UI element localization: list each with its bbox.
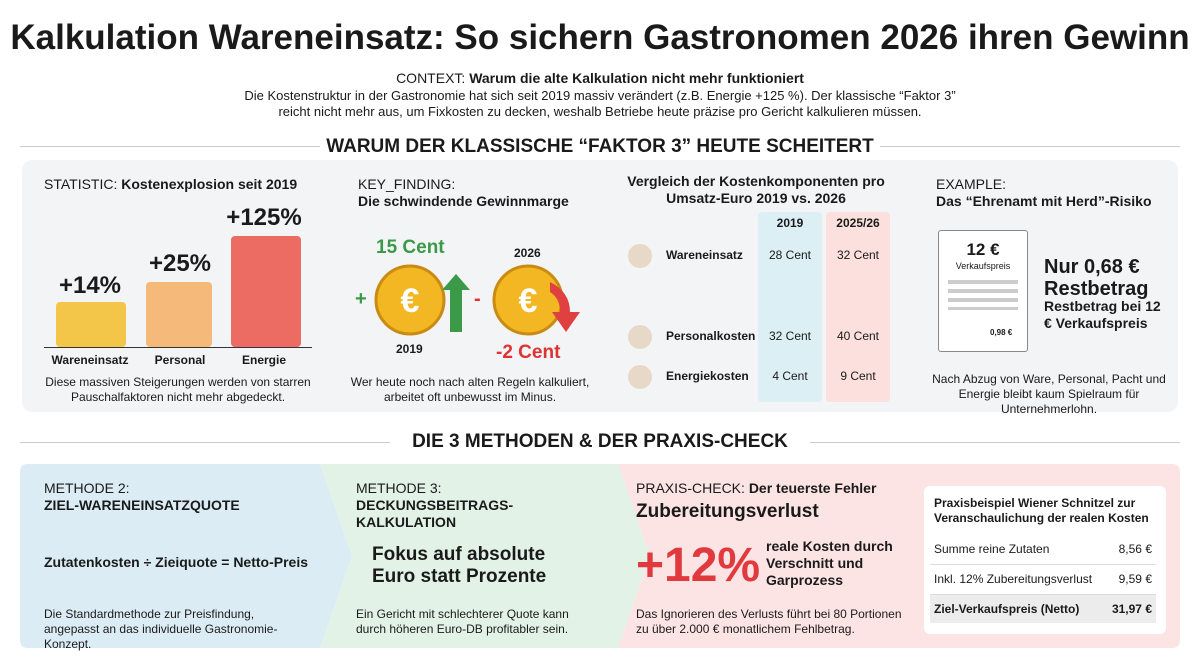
context-text: Die Kostenstruktur in der Gastronomie ha… <box>244 88 956 119</box>
praxis-header: PRAXIS-CHECK: Der teuerste Fehler <box>636 480 876 497</box>
table-title: Praxisbeispiel Wiener Schnitzel zur Vera… <box>934 496 1149 525</box>
praxis-big-text: reale Kosten durch Verschnitt und Garpro… <box>766 538 893 588</box>
praxis-label: PRAXIS-CHECK: <box>636 480 745 496</box>
row-divider <box>930 564 1156 565</box>
section-title: WARUM DER KLASSISCHE “FAKTOR 3” HEUTE SC… <box>320 136 880 158</box>
m2-text: Die Standardmethode zur Preisfindung, an… <box>44 607 278 651</box>
cmp-cell: 28 Cent <box>768 248 812 262</box>
cmp-icon <box>628 365 652 389</box>
m2-heading: ZIEL-WARENEINSATZQUOTE <box>44 497 240 513</box>
stat-text: Diese massiven Steigerungen werden von s… <box>45 375 311 404</box>
kf-label: KEY_FINDING: <box>358 176 456 192</box>
praxis-text: Das Ignorieren des Verlusts führt bei 80… <box>636 607 902 636</box>
stat-label: STATISTIC: <box>44 176 118 192</box>
receipt-price: 12 € <box>966 240 1000 259</box>
stat-category: Personal <box>154 353 206 367</box>
kf-heading: Die schwindende Gewinnmarge <box>358 193 569 209</box>
m3-focus: Fokus auf absolute Euro statt Prozente <box>372 544 547 587</box>
baseline <box>44 347 312 348</box>
ex-text: Nach Abzug von Ware, Personal, Pacht und… <box>932 372 1166 416</box>
svg-text:€: € <box>401 282 420 320</box>
kf-before: 15 Cent <box>376 237 445 258</box>
stat-value: +125% <box>226 204 302 231</box>
cmp-cell: 40 Cent <box>836 329 880 343</box>
cmp-row-label: Energiekosten <box>666 369 749 383</box>
praxis-subheading: Zubereitungsverlust <box>636 501 819 522</box>
kf-minus: - <box>474 288 481 310</box>
title: Kalkulation Wareneinsatz: So sichern Gas… <box>10 18 1190 57</box>
ex-header: EXAMPLE: Das “Ehrenamt mit Herd”-Risiko <box>936 176 1176 210</box>
table-cell: Summe reine Zutaten <box>934 542 1050 556</box>
kf-text: Wer heute noch nach alten Regeln kalkuli… <box>350 375 590 404</box>
table-cell: 9,59 € <box>1118 572 1152 586</box>
cmp-row-label: Personalkosten <box>666 329 756 343</box>
receipt-label: Verkaufspreis <box>955 261 1011 271</box>
cmp-cell: 9 Cent <box>840 369 876 383</box>
bar-icon <box>56 302 126 347</box>
table-cell: 31,97 € <box>1111 602 1152 616</box>
stat-header: STATISTIC: Kostenexplosion seit 2019 <box>44 176 297 193</box>
praxis-big: +12% <box>636 539 761 592</box>
m2-label: METHODE 2: <box>44 480 130 496</box>
context-line: CONTEXT: Warum die alte Kalkulation nich… <box>0 70 1200 86</box>
stat-category: Energie <box>241 353 286 367</box>
m3-text: Ein Gericht mit schlechterer Quote kann … <box>356 607 569 636</box>
m2-formula: Zutatenkosten ÷ Zieiquote = Netto-Preis <box>44 554 308 570</box>
bar-icon <box>231 236 301 347</box>
table-cell: 8,56 € <box>1118 542 1152 556</box>
col-bg <box>826 212 890 402</box>
m3-heading: DECKUNGSBEITRAGS-KALKULATION <box>356 497 514 530</box>
table-cell: Ziel-Verkaufspreis (Netto) <box>934 602 1080 616</box>
cmp-cell: 4 Cent <box>772 369 808 383</box>
ex-sub: Restbetrag bei 12 € Verkaufspreis <box>1044 298 1161 331</box>
kf-year: 2019 <box>396 342 423 356</box>
stat-value: +14% <box>58 272 122 299</box>
col-header: 2025/26 <box>836 216 880 230</box>
context-label: CONTEXT: <box>396 70 466 86</box>
cmp-cell: 32 Cent <box>836 248 880 262</box>
stat-category: Wareneinsatz <box>51 353 129 367</box>
ex-big: Nur 0,68 € <box>1044 256 1140 278</box>
receipt-total: 0,98 € <box>990 328 1013 337</box>
cmp-title: Vergleich der Kostenkomponenten pro Umsa… <box>627 173 885 206</box>
kf-after: -2 Cent <box>496 342 561 363</box>
cmp-icon <box>628 325 652 349</box>
context-heading: Warum die alte Kalkulation nicht mehr fu… <box>469 70 804 86</box>
ex-label: EXAMPLE: <box>936 176 1007 192</box>
cmp-icon <box>628 244 652 268</box>
ex-big2: Restbetrag <box>1044 278 1149 300</box>
coin-icon: € <box>374 264 470 336</box>
section-title: DIE 3 METHODEN & DER PRAXIS-CHECK <box>390 431 810 453</box>
praxis-heading: Der teuerste Fehler <box>748 480 877 496</box>
row-divider <box>930 594 1156 595</box>
kf-year: 2026 <box>514 246 541 260</box>
bar-icon <box>146 282 212 347</box>
kf-plus: + <box>355 288 367 310</box>
cmp-row-label: Wareneinsatz <box>666 248 743 262</box>
table-cell: Inkl. 12% Zubereitungsverlust <box>934 572 1093 586</box>
kf-header: KEY_FINDING: Die schwindende Gewinnmarge <box>358 176 588 210</box>
stat-value: +25% <box>148 250 212 277</box>
ex-heading: Das “Ehrenamt mit Herd”-Risiko <box>936 193 1152 209</box>
coin-icon: € <box>492 264 580 336</box>
svg-text:€: € <box>519 282 538 320</box>
col-header: 2019 <box>776 216 804 230</box>
cmp-cell: 32 Cent <box>768 329 812 343</box>
stat-heading: Kostenexplosion seit 2019 <box>121 176 298 192</box>
m3-label: METHODE 3: <box>356 480 442 496</box>
col-bg <box>758 212 822 402</box>
row-highlight <box>930 595 1156 623</box>
receipt-lines <box>948 280 1018 310</box>
